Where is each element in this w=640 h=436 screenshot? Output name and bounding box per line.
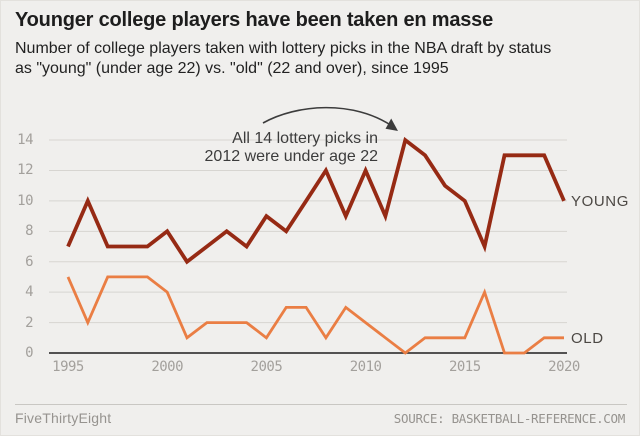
footer-divider (15, 404, 627, 405)
series-line-old (66, 275, 564, 355)
source-credit: SOURCE: BASKETBALL-REFERENCE.COM (393, 411, 626, 426)
y-tick-label: 14 (17, 132, 33, 149)
series-label-young: YOUNG (571, 192, 630, 210)
x-tick-label: 2010 (349, 359, 382, 375)
y-tick-label: 4 (25, 284, 33, 301)
y-tick-label: 12 (17, 162, 33, 179)
annotation-line-2: 2012 were under age 22 (204, 148, 378, 165)
x-tick-label: 1995 (52, 359, 84, 375)
series-label-old: OLD (571, 329, 604, 347)
y-tick-label: 0 (25, 345, 33, 361)
x-tick-label: 2000 (151, 359, 184, 375)
annotation-line-1: All 14 lottery picks in (232, 130, 378, 147)
x-tick-label: 2020 (548, 359, 580, 375)
y-tick-label: 6 (25, 253, 33, 270)
annotation-arrow (262, 106, 393, 127)
chart-subtitle: Number of college players taken with lot… (15, 40, 552, 77)
annotation: All 14 lottery picks in 2012 were under … (168, 130, 378, 166)
y-tick-label: 2 (25, 314, 33, 331)
brand-wordmark: FiveThirtyEight (15, 410, 112, 426)
y-tick-label: 10 (17, 192, 33, 209)
x-tick-label: 2005 (250, 359, 283, 375)
annotation-arrowhead (385, 118, 398, 131)
page-title: Younger college players have been taken … (15, 9, 494, 31)
series-lines (66, 136, 566, 355)
gridlines (49, 139, 567, 354)
x-tick-label: 2015 (448, 359, 481, 375)
y-tick-label: 8 (25, 223, 33, 240)
